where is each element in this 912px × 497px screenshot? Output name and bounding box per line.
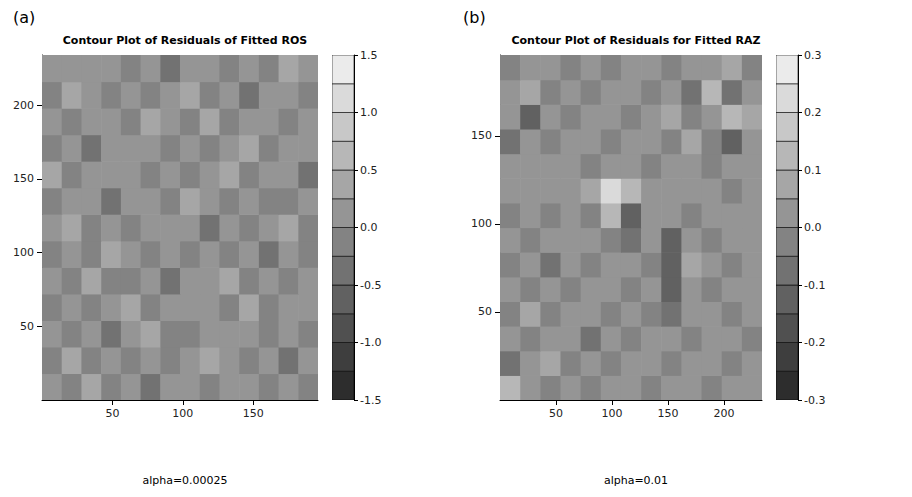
svg-text:100: 100 [601, 407, 622, 420]
svg-text:0.5: 0.5 [360, 164, 378, 177]
svg-text:0.0: 0.0 [804, 221, 822, 234]
svg-text:alpha=0.00025: alpha=0.00025 [142, 474, 227, 487]
svg-text:-1.5: -1.5 [360, 394, 381, 407]
svg-text:150: 150 [243, 407, 264, 420]
svg-text:-0.1: -0.1 [804, 279, 825, 292]
svg-text:150: 150 [13, 172, 34, 185]
svg-text:(a): (a) [13, 8, 35, 27]
svg-text:-0.3: -0.3 [804, 394, 825, 407]
svg-text:50: 50 [105, 407, 119, 420]
svg-text:-0.5: -0.5 [360, 279, 381, 292]
svg-text:0.2: 0.2 [804, 106, 822, 119]
svg-text:50: 50 [478, 305, 492, 318]
svg-text:200: 200 [713, 407, 734, 420]
svg-text:100: 100 [13, 246, 34, 259]
svg-text:Contour Plot of Residuals for: Contour Plot of Residuals for Fitted RAZ [511, 34, 760, 47]
svg-text:50: 50 [549, 407, 563, 420]
svg-text:100: 100 [471, 217, 492, 230]
svg-text:200: 200 [13, 99, 34, 112]
svg-text:150: 150 [657, 407, 678, 420]
svg-text:0.0: 0.0 [360, 221, 378, 234]
svg-text:50: 50 [20, 320, 34, 333]
svg-text:0.1: 0.1 [804, 164, 822, 177]
svg-text:(b): (b) [463, 8, 486, 27]
svg-text:150: 150 [471, 129, 492, 142]
svg-text:1.0: 1.0 [360, 106, 378, 119]
svg-text:alpha=0.01: alpha=0.01 [604, 474, 668, 487]
svg-text:1.5: 1.5 [360, 49, 378, 62]
svg-text:0.3: 0.3 [804, 49, 822, 62]
svg-text:Contour Plot of Residuals of F: Contour Plot of Residuals of Fitted ROS [63, 34, 307, 47]
svg-text:-1.0: -1.0 [360, 336, 381, 349]
svg-text:100: 100 [172, 407, 193, 420]
svg-text:-0.2: -0.2 [804, 336, 825, 349]
